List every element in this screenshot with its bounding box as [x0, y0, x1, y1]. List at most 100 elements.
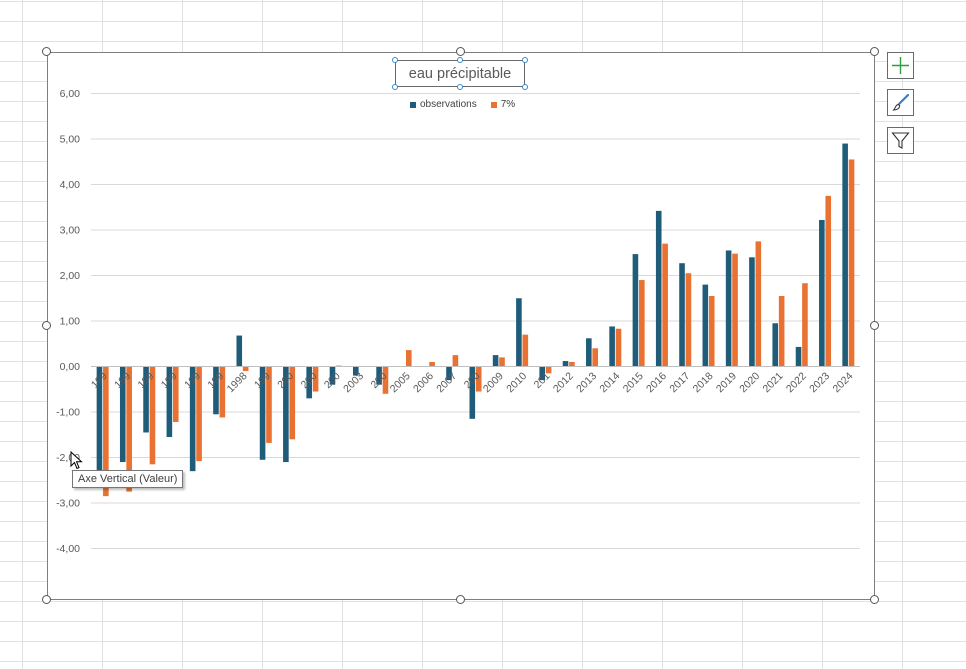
bar-7pct-2000[interactable] [289, 366, 296, 440]
bar-observations-2022[interactable] [795, 346, 802, 367]
bar-7pct-2006[interactable] [429, 361, 435, 367]
bar-7pct-2014[interactable] [615, 328, 622, 367]
bar-7pct-2004[interactable] [382, 366, 389, 394]
bar-observations-2007[interactable] [446, 366, 452, 381]
chart-filters-button[interactable] [887, 127, 914, 154]
x-tick-label: 200 [322, 370, 343, 391]
bar-7pct-2015[interactable] [639, 280, 645, 367]
bar-7pct-2011[interactable] [545, 366, 552, 374]
x-tick-label: 2020 [737, 370, 762, 395]
chart-elements-button[interactable] [887, 52, 914, 79]
chart-styles-button[interactable] [887, 89, 914, 116]
bar-7pct-2005[interactable] [405, 350, 412, 367]
bar-observations-2010[interactable] [516, 298, 522, 367]
bar-7pct-1997[interactable] [219, 366, 226, 418]
bar-observations-2003[interactable] [352, 366, 359, 376]
bar-7pct-1996[interactable] [196, 366, 202, 462]
legend-label-7pct: 7% [500, 99, 516, 110]
bar-observations-2023[interactable] [819, 219, 825, 367]
bar-observations-2008[interactable] [469, 366, 476, 419]
resize-handle-bottom-right[interactable] [870, 595, 879, 604]
title-handle-bottom-center[interactable] [457, 84, 463, 90]
chart-area[interactable]: 6,00 5,00 4,00 3,00 2,00 1,00 0,00 -1,00 -2,00 -3… [47, 52, 875, 600]
bar-7pct-2009[interactable] [499, 357, 505, 367]
x-tick-label: 2003 [341, 370, 366, 395]
x-tick-label: 2019 [714, 370, 739, 395]
resize-handle-middle-left[interactable] [42, 321, 51, 330]
bar-observations-1992[interactable] [96, 366, 103, 472]
bar-7pct-2024[interactable] [848, 159, 855, 367]
bar-observations-2012[interactable] [562, 361, 569, 367]
bar-observations-2004[interactable] [376, 366, 382, 385]
resize-handle-middle-right[interactable] [870, 321, 879, 330]
x-tick-label: 2018 [691, 370, 716, 395]
bar-7pct-2016[interactable] [662, 243, 668, 367]
bar-observations-2018[interactable] [702, 284, 709, 367]
bar-observations-2014[interactable] [609, 326, 615, 367]
x-tick-label: 2014 [597, 370, 622, 395]
bar-7pct-2020[interactable] [755, 241, 762, 367]
bar-observations-2002[interactable] [329, 366, 336, 385]
bar-7pct-1994[interactable] [149, 366, 156, 465]
bar-observations-2000[interactable] [283, 366, 289, 463]
x-tick-label: 2021 [761, 370, 786, 395]
bar-7pct-1995[interactable] [172, 366, 179, 423]
bar-observations-2020[interactable] [749, 257, 755, 367]
bar-observations-2016[interactable] [655, 210, 662, 367]
title-handle-top-center[interactable] [457, 57, 463, 63]
bar-7pct-2008[interactable] [475, 366, 482, 392]
title-handle-top-right[interactable] [522, 57, 528, 63]
bar-7pct-2017[interactable] [685, 273, 692, 367]
bar-7pct-2022[interactable] [802, 283, 808, 367]
bar-observations-2017[interactable] [679, 263, 685, 367]
plus-icon [892, 57, 909, 74]
bar-7pct-1992[interactable] [103, 366, 109, 497]
bar-observations-2001[interactable] [306, 366, 312, 399]
chart-title[interactable]: eau précipitable [395, 60, 525, 87]
bar-observations-1996[interactable] [189, 366, 196, 472]
bar-7pct-1998[interactable] [242, 366, 249, 372]
resize-handle-top-left[interactable] [42, 47, 51, 56]
bar-7pct-2019[interactable] [732, 253, 738, 367]
x-tick-label: 2023 [807, 370, 832, 395]
bar-observations-1994[interactable] [143, 366, 149, 433]
bar-observations-1995[interactable] [166, 366, 173, 438]
resize-handle-top-right[interactable] [870, 47, 879, 56]
bar-observations-2013[interactable] [586, 338, 592, 367]
title-handle-bottom-left[interactable] [392, 84, 398, 90]
chart-plot: 6,005,004,003,002,001,000,00-1,00-2,00-3… [56, 88, 860, 555]
legend-label-observations: observations [420, 99, 477, 110]
bar-observations-1993[interactable] [119, 366, 126, 463]
y-tick-label: -1,00 [56, 407, 80, 419]
bar-observations-1998[interactable] [236, 335, 243, 367]
bar-observations-2015[interactable] [632, 254, 639, 367]
bar-observations-1997[interactable] [213, 366, 219, 415]
bar-observations-2009[interactable] [492, 355, 499, 367]
bar-observations-2024[interactable] [842, 143, 848, 367]
bar-observations-2019[interactable] [725, 250, 732, 367]
resize-handle-top-center[interactable] [456, 47, 465, 56]
bar-7pct-2023[interactable] [825, 195, 832, 367]
bar-7pct-2001[interactable] [312, 366, 319, 392]
chart-legend[interactable]: observations 7% [410, 99, 515, 110]
x-tick-label: 2022 [784, 370, 809, 395]
resize-handle-bottom-center[interactable] [456, 595, 465, 604]
axis-tooltip: Axe Vertical (Valeur) [72, 470, 184, 488]
bar-7pct-2012[interactable] [569, 361, 575, 367]
bar-observations-2011[interactable] [539, 366, 546, 381]
bar-7pct-2010[interactable] [522, 334, 529, 367]
bar-7pct-2013[interactable] [592, 348, 599, 367]
y-tick-label: 5,00 [60, 134, 81, 146]
bar-7pct-2021[interactable] [778, 295, 785, 367]
bar-7pct-1999[interactable] [266, 366, 272, 443]
x-tick-label: 2016 [644, 370, 669, 395]
bar-7pct-1993[interactable] [126, 366, 132, 492]
bar-observations-1999[interactable] [259, 366, 266, 460]
bar-7pct-2018[interactable] [708, 295, 715, 367]
title-handle-bottom-right[interactable] [522, 84, 528, 90]
bar-7pct-2007[interactable] [452, 355, 459, 367]
x-tick-label: 2005 [388, 370, 413, 395]
bar-observations-2021[interactable] [772, 323, 779, 367]
title-handle-top-left[interactable] [392, 57, 398, 63]
resize-handle-bottom-left[interactable] [42, 595, 51, 604]
